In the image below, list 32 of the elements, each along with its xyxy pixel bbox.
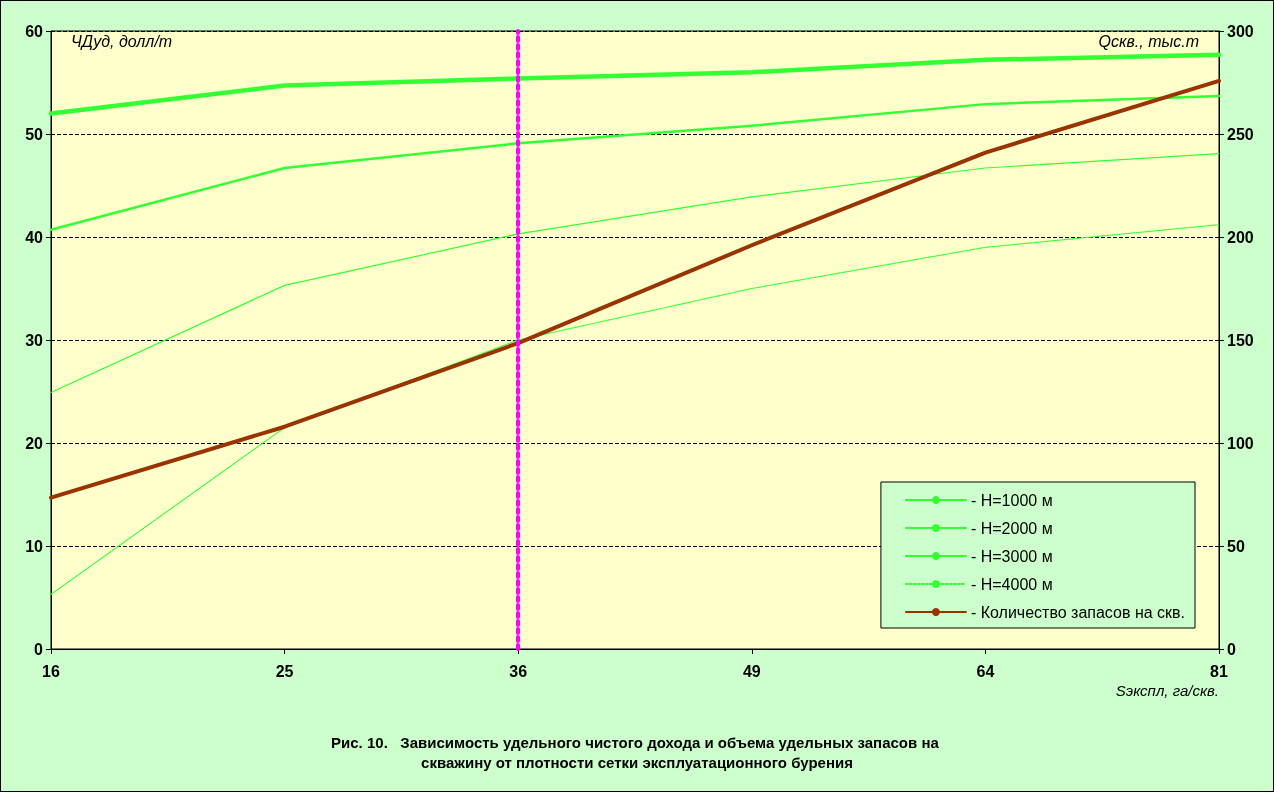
y2-tick-label: 150	[1227, 331, 1254, 349]
y-tick-label: 30	[25, 331, 44, 349]
x-tick-label: 36	[509, 662, 528, 680]
x-tick-label: 64	[976, 662, 995, 680]
y-tick-label: 20	[25, 434, 44, 452]
line-series	[49, 94, 1221, 232]
y-tick-label: 60	[25, 22, 44, 40]
legend-label: - H=1000 м	[970, 491, 1053, 509]
y2-axis-title: Qскв., тыс.т	[1098, 32, 1199, 50]
y2-tick-label: 50	[1227, 537, 1245, 555]
y-tick-label: 0	[34, 640, 44, 658]
text: Рис. 10. Зависимость удельного чистого дохода и объема удельных запасов на скважину от плотности сетки эксплуатационного бурения	[331, 733, 943, 771]
x-tick-label: 49	[742, 662, 761, 680]
y2-tick-label: 200	[1227, 228, 1254, 246]
y-tick-label: 40	[25, 228, 44, 246]
y2-tick-label: 300	[1227, 22, 1254, 40]
x-tick-label: 81	[1210, 662, 1228, 680]
y2-tick-label: 250	[1227, 125, 1254, 143]
legend-label: - Количество запасов на скв.	[970, 603, 1186, 621]
y-tick-label: 10	[25, 537, 44, 555]
x-tick-label: 25	[275, 662, 294, 680]
legend-label: - H=4000 м	[970, 575, 1053, 593]
y-tick-label: 50	[25, 125, 44, 143]
line-series	[50, 152, 1220, 394]
line-series	[48, 52, 1222, 116]
y2-tick-label: 100	[1227, 434, 1254, 452]
legend-label: - H=3000 м	[970, 547, 1053, 565]
x-axis-title: Sэкспл, га/скв.	[1115, 682, 1219, 699]
y-axis-title: ЧДуд, долл/т	[71, 32, 173, 50]
y2-tick-label: 0	[1227, 640, 1236, 658]
x-tick-label: 16	[42, 662, 60, 680]
legend-label: - H=2000 м	[970, 519, 1053, 537]
